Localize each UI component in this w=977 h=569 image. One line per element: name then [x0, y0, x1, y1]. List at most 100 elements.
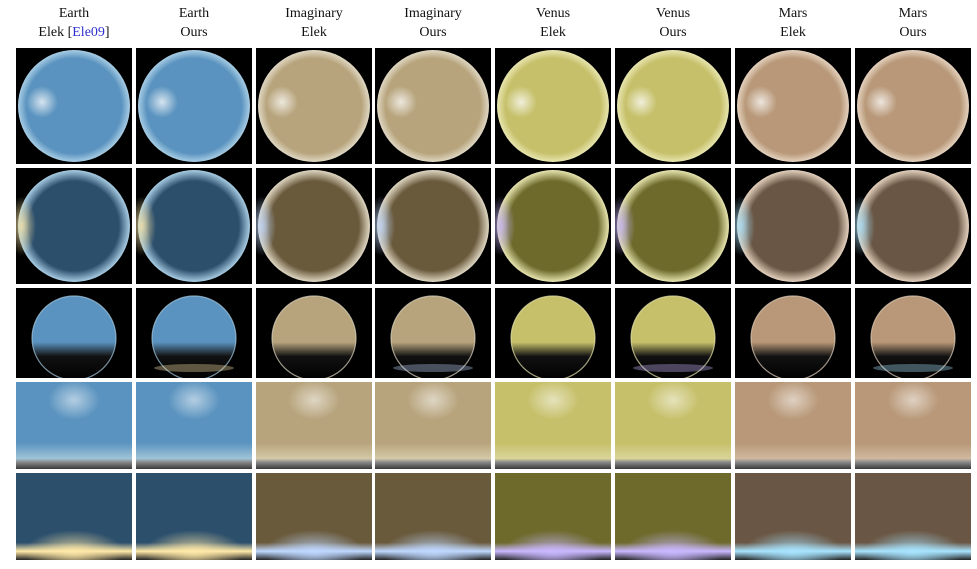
header-col-6: Venus Ours	[615, 4, 731, 42]
planet-label: Mars	[898, 6, 928, 21]
render-dome-horizon-3	[256, 288, 372, 378]
sunset-glow	[503, 530, 603, 560]
render-sphere-day-1	[16, 48, 132, 164]
sky-sphere	[737, 50, 849, 162]
method-label: Elek	[780, 25, 806, 40]
horizon-glow	[855, 196, 875, 256]
sun-highlight	[385, 86, 417, 118]
sky-dome	[390, 295, 476, 378]
render-image	[615, 288, 731, 378]
render-sphere-dusk-7	[735, 168, 851, 284]
render-dome-horizon-2	[136, 288, 252, 378]
render-image	[136, 48, 252, 164]
sun-highlight	[505, 86, 537, 118]
horizon-glow	[495, 196, 515, 256]
render-image	[375, 168, 491, 284]
render-sphere-day-5	[495, 48, 611, 164]
sun-glow	[407, 382, 459, 420]
render-sphere-day-3	[256, 48, 372, 164]
sun-glow	[887, 382, 939, 420]
sun-glow	[168, 382, 220, 420]
render-image	[855, 382, 971, 469]
sun-glow	[288, 382, 340, 420]
sunset-glow	[24, 530, 124, 560]
sky-sphere	[138, 50, 250, 162]
sky-sphere	[857, 170, 969, 282]
render-panorama-day-5	[495, 382, 611, 469]
method-label: Elek	[301, 25, 327, 40]
column-headers: Earth Elek [Ele09] Earth Ours Imaginary …	[16, 4, 971, 46]
render-panorama-sunset-8	[855, 473, 971, 560]
header-col-5: Venus Elek	[495, 4, 611, 42]
render-image	[495, 48, 611, 164]
render-image	[855, 168, 971, 284]
planet-label: Venus	[535, 6, 571, 21]
render-panorama-sunset-1	[16, 473, 132, 560]
render-sphere-dusk-6	[615, 168, 731, 284]
render-image	[735, 48, 851, 164]
render-image	[735, 382, 851, 469]
render-image	[375, 473, 491, 560]
sky-dome	[750, 295, 836, 378]
planet-label: Earth	[178, 6, 210, 21]
render-image	[735, 168, 851, 284]
render-image	[16, 288, 132, 378]
sunset-glow	[383, 530, 483, 560]
sky-dome	[870, 295, 956, 378]
method-label: Elek	[540, 25, 566, 40]
horizon-band	[633, 364, 713, 372]
render-sphere-day-8	[855, 48, 971, 164]
sun-glow	[767, 382, 819, 420]
horizon-band	[873, 364, 953, 372]
sky-sphere	[258, 50, 370, 162]
sky-sphere	[377, 170, 489, 282]
render-image	[615, 48, 731, 164]
render-dome-horizon-8	[855, 288, 971, 378]
render-image	[855, 473, 971, 560]
render-dome-horizon-1	[16, 288, 132, 378]
render-sphere-dusk-3	[256, 168, 372, 284]
render-image	[256, 168, 372, 284]
render-image	[615, 382, 731, 469]
render-image	[256, 288, 372, 378]
render-dome-horizon-5	[495, 288, 611, 378]
sky-sphere	[617, 170, 729, 282]
sky-sphere	[617, 50, 729, 162]
sky-dome	[630, 295, 716, 378]
sunset-glow	[144, 530, 244, 560]
citation-link[interactable]: Ele09	[72, 25, 105, 40]
planet-label: Mars	[778, 6, 808, 21]
render-dome-horizon-6	[615, 288, 731, 378]
render-panorama-sunset-6	[615, 473, 731, 560]
sunset-glow	[743, 530, 843, 560]
sun-glow	[48, 382, 100, 420]
planet-label: Imaginary	[285, 6, 343, 21]
sky-sphere	[497, 50, 609, 162]
header-col-1: Earth Elek [Ele09]	[16, 4, 132, 42]
render-image	[256, 473, 372, 560]
render-sphere-day-6	[615, 48, 731, 164]
render-image	[495, 382, 611, 469]
render-sphere-dusk-8	[855, 168, 971, 284]
render-image	[855, 288, 971, 378]
render-image	[495, 288, 611, 378]
render-image	[495, 168, 611, 284]
render-image	[256, 48, 372, 164]
sun-highlight	[146, 86, 178, 118]
render-panorama-day-2	[136, 382, 252, 469]
sun-glow	[647, 382, 699, 420]
render-sphere-dusk-4	[375, 168, 491, 284]
sky-sphere	[737, 170, 849, 282]
render-image	[735, 473, 851, 560]
render-dome-horizon-7	[735, 288, 851, 378]
render-panorama-day-4	[375, 382, 491, 469]
render-panorama-sunset-2	[136, 473, 252, 560]
render-sphere-dusk-2	[136, 168, 252, 284]
render-sphere-dusk-5	[495, 168, 611, 284]
render-image	[256, 382, 372, 469]
sun-highlight	[865, 86, 897, 118]
render-image	[615, 473, 731, 560]
sky-dome	[151, 295, 237, 378]
horizon-band	[393, 364, 473, 372]
method-label: Ours	[659, 25, 687, 40]
